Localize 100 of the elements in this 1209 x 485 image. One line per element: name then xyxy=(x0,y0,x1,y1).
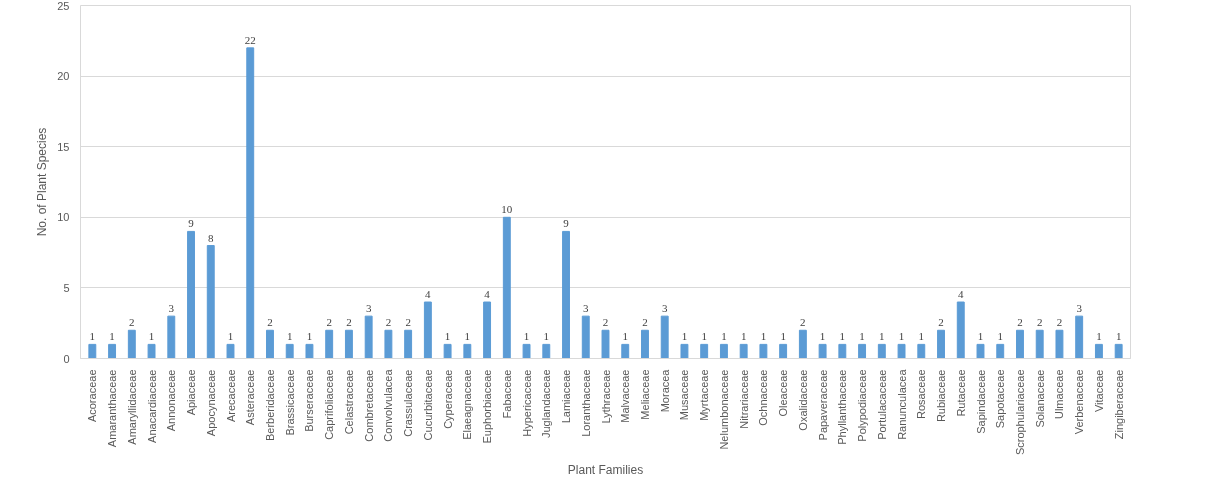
x-tick-label: Ochnaceae xyxy=(757,369,770,426)
x-tick-label: Nitrariaceae xyxy=(737,369,750,429)
data-label: 3 xyxy=(661,302,668,315)
x-tick-label: Euphorbiaceae xyxy=(481,369,494,444)
bar xyxy=(976,343,985,359)
data-label: 1 xyxy=(740,330,747,343)
x-tick-label: Phyllanthaceae xyxy=(836,369,849,445)
bar xyxy=(344,329,353,359)
bar xyxy=(443,343,452,359)
data-label: 1 xyxy=(523,330,530,343)
x-tick-label: Rutaceae xyxy=(954,369,967,417)
data-label: 2 xyxy=(346,316,352,329)
bar xyxy=(719,343,728,359)
x-tick-label: Burseraceae xyxy=(303,369,316,432)
x-tick-label: Malvaceae xyxy=(619,369,632,423)
x-tick-label: Papaveraceae xyxy=(816,369,829,441)
x-tick-label: Asteraceae xyxy=(244,369,257,426)
bar xyxy=(562,230,570,359)
bar xyxy=(897,343,906,359)
bar xyxy=(937,329,945,359)
data-label: 2 xyxy=(1056,316,1063,329)
data-label: 1 xyxy=(109,330,115,343)
x-tick-label: Juglandaceae xyxy=(540,369,553,438)
x-tick-label: Zingiberaceae xyxy=(1112,369,1125,440)
data-label: 1 xyxy=(681,330,688,343)
data-label: 1 xyxy=(286,330,293,343)
data-label: 2 xyxy=(642,316,648,329)
bar xyxy=(167,315,176,359)
data-label: 4 xyxy=(425,288,432,301)
bar xyxy=(1075,315,1084,359)
data-label: 4 xyxy=(958,288,965,301)
bar xyxy=(1016,329,1024,359)
x-tick-label: Annonaceae xyxy=(165,369,178,432)
x-tick-label: Sapindaceae xyxy=(974,369,987,434)
bar xyxy=(838,343,847,359)
data-label: 10 xyxy=(501,203,513,216)
x-tick-label: Hypericaceae xyxy=(520,369,533,437)
y-tick-label: 20 xyxy=(57,70,70,83)
x-tick-label: Musaceae xyxy=(678,369,691,421)
data-label: 1 xyxy=(879,330,885,343)
data-label: 1 xyxy=(859,330,865,343)
data-label: 9 xyxy=(188,217,195,230)
bar xyxy=(818,343,827,359)
bar xyxy=(739,343,748,359)
bar xyxy=(147,343,156,359)
data-label: 2 xyxy=(385,316,392,329)
bar xyxy=(700,343,709,359)
x-tick-label: Rosaceae xyxy=(915,369,928,420)
data-label: 1 xyxy=(1096,330,1102,343)
x-tick-label: Amaryllidaceae xyxy=(125,369,138,445)
bar xyxy=(779,343,788,359)
data-label: 4 xyxy=(484,288,491,301)
data-label: 2 xyxy=(1017,316,1023,329)
x-tick-label: Oxalidaceae xyxy=(796,369,809,431)
data-label: 8 xyxy=(208,231,215,244)
bar xyxy=(877,343,886,359)
x-tick-label: Ulmaceae xyxy=(1053,369,1066,420)
bar xyxy=(266,329,274,359)
x-tick-label: Combretaceae xyxy=(362,369,375,442)
data-label: 1 xyxy=(622,330,628,343)
x-tick-label: Verbenaceae xyxy=(1073,369,1086,435)
bar xyxy=(581,315,590,359)
bar xyxy=(522,343,531,359)
data-label: 3 xyxy=(168,302,175,315)
x-tick-label: Anacardiaceae xyxy=(145,369,158,443)
x-tick-label: Elaeagnaceae xyxy=(461,369,474,440)
bar xyxy=(364,315,373,359)
bar xyxy=(206,245,215,359)
y-tick-label: 25 xyxy=(57,0,70,12)
bar xyxy=(108,343,117,359)
bar xyxy=(798,329,807,359)
data-label: 1 xyxy=(227,330,234,343)
bar xyxy=(917,343,926,359)
bar xyxy=(542,343,551,359)
x-tick-label: Ranunculacea xyxy=(895,368,908,440)
data-label: 2 xyxy=(602,316,609,329)
data-label: 1 xyxy=(977,330,984,343)
bar xyxy=(88,343,97,359)
x-tick-label: Portulacaceae xyxy=(875,369,888,440)
data-label: 2 xyxy=(129,316,135,329)
data-label: 3 xyxy=(1076,302,1083,315)
data-label: 1 xyxy=(898,330,905,343)
x-tick-label: Convolvulacea xyxy=(382,368,395,442)
bar xyxy=(463,343,472,359)
bar xyxy=(759,343,768,359)
bar xyxy=(187,230,195,359)
data-label: 1 xyxy=(148,330,155,343)
y-tick-label: 10 xyxy=(57,211,70,224)
x-tick-label: Cucurbitaceae xyxy=(421,369,434,441)
data-label: 2 xyxy=(938,316,944,329)
x-tick-label: Rubiaceae xyxy=(935,369,948,423)
x-tick-label: Berberidaceae xyxy=(263,369,276,442)
bar xyxy=(621,343,630,359)
bar xyxy=(996,343,1005,359)
x-tick-label: Apocynaceae xyxy=(204,369,217,437)
x-tick-label: Cyperaceae xyxy=(441,369,454,429)
y-tick-label: 0 xyxy=(63,352,70,365)
x-tick-label: Sapotaceae xyxy=(994,369,1007,429)
bar xyxy=(404,329,413,359)
bar xyxy=(226,343,235,359)
